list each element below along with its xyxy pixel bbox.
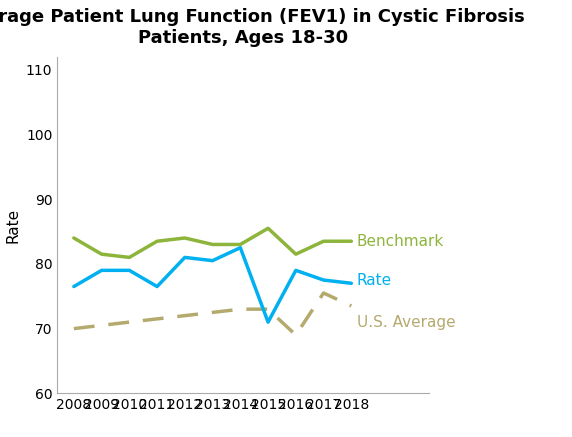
- Text: U.S. Average: U.S. Average: [357, 315, 455, 329]
- Text: Rate: Rate: [357, 273, 392, 288]
- Y-axis label: Rate: Rate: [5, 208, 20, 243]
- Text: Benchmark: Benchmark: [357, 234, 444, 249]
- Title: Average Patient Lung Function (FEV1) in Cystic Fibrosis
Patients, Ages 18-30: Average Patient Lung Function (FEV1) in …: [0, 8, 525, 47]
